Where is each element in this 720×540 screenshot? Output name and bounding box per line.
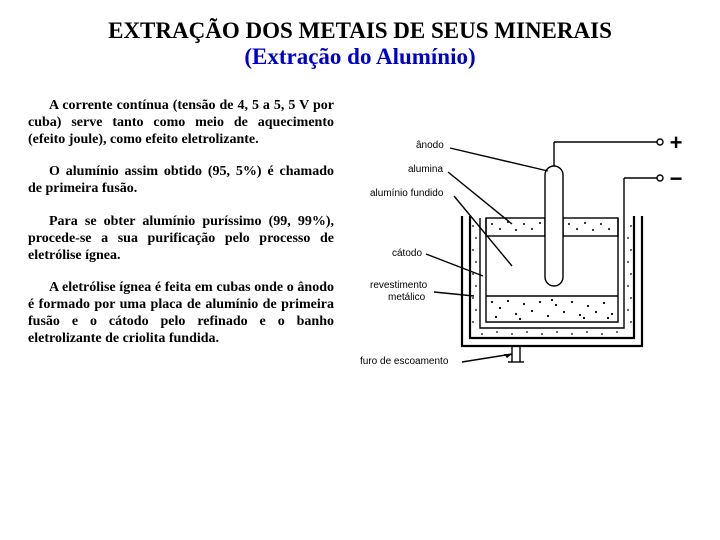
molten-aluminium-layer [486, 296, 618, 320]
label-catodo: cátodo [392, 248, 422, 259]
subtitle: (Extração do Alumínio) [28, 44, 692, 70]
label-anodo: ânodo [416, 140, 444, 151]
sign-minus: − [670, 166, 683, 191]
text-column: A corrente contínua (tensão de 4, 5 a 5,… [28, 98, 334, 391]
cathode-lead [624, 175, 663, 218]
slide-title-block: EXTRAÇÃO DOS METAIS DE SEUS MINERAIS (Ex… [28, 18, 692, 70]
label-revestimento-2: metálico [388, 292, 426, 303]
main-title: EXTRAÇÃO DOS METAIS DE SEUS MINERAIS [28, 18, 692, 44]
paragraph-2: O alumínio assim obtido (95, 5%) é chama… [28, 164, 334, 198]
content-row: A corrente contínua (tensão de 4, 5 a 5,… [28, 98, 692, 391]
label-revestimento-1: revestimento [370, 280, 428, 291]
label-aluminio-fundido: alumínio fundido [370, 188, 444, 199]
anode-electrode [545, 139, 663, 286]
electrolysis-cell-diagram: ânodo alumina alumínio fundido cátodo re… [352, 126, 692, 386]
paragraph-1: A corrente contínua (tensão de 4, 5 a 5,… [28, 98, 334, 148]
paragraph-3: Para se obter alumínio puríssimo (99, 99… [28, 214, 334, 264]
sign-plus: + [670, 130, 683, 155]
paragraph-4: A eletrólise ígnea é feita em cubas onde… [28, 280, 334, 347]
label-alumina: alumina [408, 164, 443, 175]
diagram-column: ânodo alumina alumínio fundido cátodo re… [352, 98, 692, 391]
label-leaders [426, 148, 548, 362]
label-furo: furo de escoamento [360, 356, 449, 367]
